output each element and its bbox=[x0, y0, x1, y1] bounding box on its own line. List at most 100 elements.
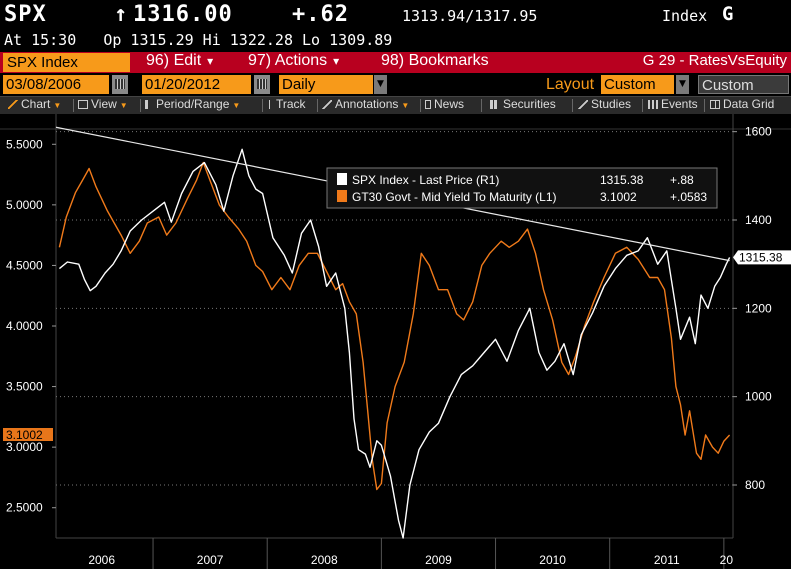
menu-bar: SPX Index 96) Edit ▾ 97) Actions ▾ 98) Boo… bbox=[0, 52, 791, 73]
right-tick-label: 1000 bbox=[745, 390, 772, 404]
bookmarks-menu-label: 98) Bookmarks bbox=[381, 52, 489, 69]
right-tick-label: 1400 bbox=[745, 213, 772, 227]
track-label: Track bbox=[276, 97, 306, 111]
right-tick-label: 1600 bbox=[745, 125, 772, 139]
edit-menu-label: 96) Edit bbox=[146, 52, 202, 69]
x-tick-label: 2007 bbox=[197, 553, 224, 567]
right-last-value: 1315.38 bbox=[739, 250, 783, 264]
x-tick-label: 2010 bbox=[539, 553, 566, 567]
x-tick-label: 2006 bbox=[88, 553, 115, 567]
legend-label-gt30: GT30 Govt - Mid Yield To Maturity (L1) bbox=[352, 190, 557, 204]
last-price: 1316.00 bbox=[133, 2, 233, 27]
news-label: News bbox=[434, 97, 465, 111]
security-field[interactable]: SPX Index bbox=[3, 53, 130, 72]
right-tick-label: 1200 bbox=[745, 301, 772, 315]
legend-change-spx: +.88 bbox=[670, 173, 694, 187]
toolbar-divider bbox=[572, 99, 573, 112]
toolbar-divider bbox=[140, 99, 141, 112]
legend-last-spx: 1315.38 bbox=[600, 173, 644, 187]
events-button[interactable]: Events bbox=[648, 97, 698, 114]
calendar-icon[interactable] bbox=[112, 75, 128, 94]
chart-icon bbox=[8, 100, 18, 109]
left-tick-label: 2.5000 bbox=[6, 501, 43, 515]
currency-select[interactable]: Custom CCY bbox=[698, 75, 789, 113]
x-axis: 2006 2007 2008 2009 2010 2011 20 bbox=[88, 538, 733, 569]
data-grid-button[interactable]: Data Grid bbox=[710, 97, 774, 114]
quote-header: SPX ↑ 1316.00 +.62 1313.94/1317.95 Index… bbox=[0, 2, 791, 30]
date-bar: 03/08/2006 01/20/2012 Daily ▼ Layout Cus… bbox=[0, 74, 791, 113]
studies-button[interactable]: Studies bbox=[578, 97, 631, 114]
view-menu-label: View bbox=[91, 97, 117, 111]
toolbar-divider bbox=[317, 99, 318, 112]
index-letter: G bbox=[722, 3, 734, 25]
chevron-down-icon: ▼ bbox=[401, 101, 410, 110]
legend-change-gt30: +.0583 bbox=[670, 190, 707, 204]
news-icon bbox=[425, 100, 431, 109]
gt30-yield-line[interactable] bbox=[58, 161, 731, 491]
page-title: G 29 - RatesVsEquity bbox=[642, 52, 787, 69]
left-tick-label: 4.0000 bbox=[6, 319, 43, 333]
studies-icon bbox=[578, 100, 588, 109]
view-menu[interactable]: View ▼ bbox=[78, 97, 128, 114]
x-tick-label: 2008 bbox=[311, 553, 338, 567]
annotations-menu[interactable]: Annotations ▼ bbox=[322, 97, 409, 114]
legend-swatch-spx bbox=[337, 173, 347, 185]
chevron-down-icon: ▼ bbox=[53, 101, 62, 110]
period-range-label: Period/Range bbox=[156, 97, 230, 111]
left-last-value: 3.1002 bbox=[6, 428, 43, 442]
edit-menu[interactable]: 96) Edit ▾ bbox=[146, 52, 213, 73]
x-tick-label: 2009 bbox=[425, 553, 452, 567]
toolbar-divider bbox=[642, 99, 643, 112]
legend-box bbox=[326, 167, 718, 209]
layout-select[interactable]: Custom bbox=[601, 75, 674, 94]
right-tick-label: 800 bbox=[745, 478, 765, 492]
calendar-icon[interactable] bbox=[254, 75, 270, 94]
annotations-label: Annotations bbox=[335, 97, 399, 111]
left-tick-label: 3.5000 bbox=[6, 380, 43, 394]
price-yield-chart[interactable]: 2006 2007 2008 2009 2010 2011 20 5.5000 5.0000 4… bbox=[0, 114, 791, 569]
x-tick-label: 2011 bbox=[654, 553, 680, 567]
end-date-input[interactable]: 01/20/2012 bbox=[142, 75, 251, 94]
right-last-value-box bbox=[733, 250, 791, 265]
actions-menu[interactable]: 97) Actions ▾ bbox=[248, 52, 339, 73]
chevron-down-icon[interactable]: ▼ bbox=[374, 75, 387, 94]
securities-label: Securities bbox=[503, 97, 556, 111]
chevron-down-icon: ▼ bbox=[119, 101, 128, 110]
periodicity-select[interactable]: Daily bbox=[279, 75, 373, 94]
layout-label: Layout bbox=[546, 76, 595, 93]
series-lines bbox=[58, 148, 731, 539]
last-value-labels: 3.1002 1315.38 bbox=[3, 250, 791, 442]
data-grid-label: Data Grid bbox=[723, 97, 775, 111]
toolbar-divider bbox=[704, 99, 705, 112]
chevron-down-icon[interactable]: ▼ bbox=[676, 75, 689, 94]
securities-icon bbox=[490, 100, 500, 109]
actions-menu-label: 97) Actions bbox=[248, 52, 328, 69]
ticker: SPX bbox=[4, 2, 47, 27]
grid-icon bbox=[710, 100, 720, 109]
left-axis: 5.5000 5.0000 4.5000 4.0000 3.5000 3.0000 2.50… bbox=[6, 137, 56, 515]
ohlc-line: At 15:30 Op 1315.29 Hi 1322.28 Lo 1309.8… bbox=[4, 31, 393, 49]
index-label: Index bbox=[662, 7, 708, 25]
securities-button[interactable]: Securities bbox=[490, 97, 556, 114]
legend-last-gt30: 3.1002 bbox=[600, 190, 637, 204]
bookmarks-menu[interactable]: 98) Bookmarks bbox=[381, 52, 489, 73]
legend-swatch-gt30 bbox=[337, 190, 347, 202]
right-axis: 1600 1400 1200 1000 800 bbox=[733, 125, 772, 492]
x-tick-label: 20 bbox=[720, 553, 734, 567]
chart-menu[interactable]: Chart ▼ bbox=[8, 97, 61, 114]
period-range-menu[interactable]: Period/Range ▼ bbox=[145, 97, 240, 114]
pencil-icon bbox=[322, 100, 332, 109]
arrows-icon bbox=[145, 100, 153, 109]
news-button[interactable]: News bbox=[425, 97, 464, 114]
events-label: Events bbox=[661, 97, 698, 111]
legend: SPX Index - Last Price (R1) 1315.38 +.88… bbox=[326, 167, 718, 209]
left-tick-label: 4.5000 bbox=[6, 258, 43, 272]
start-date-input[interactable]: 03/08/2006 bbox=[3, 75, 109, 94]
track-button[interactable]: Track bbox=[266, 97, 306, 114]
studies-label: Studies bbox=[591, 97, 632, 111]
left-tick-label: 5.5000 bbox=[6, 137, 43, 151]
spx-price-line[interactable] bbox=[58, 148, 731, 539]
toolbar-divider bbox=[262, 99, 263, 112]
chevron-down-icon: ▾ bbox=[333, 54, 340, 68]
chart-toolbar: Chart ▼ View ▼ Period/Range ▼ Track Annotat… bbox=[0, 96, 791, 115]
